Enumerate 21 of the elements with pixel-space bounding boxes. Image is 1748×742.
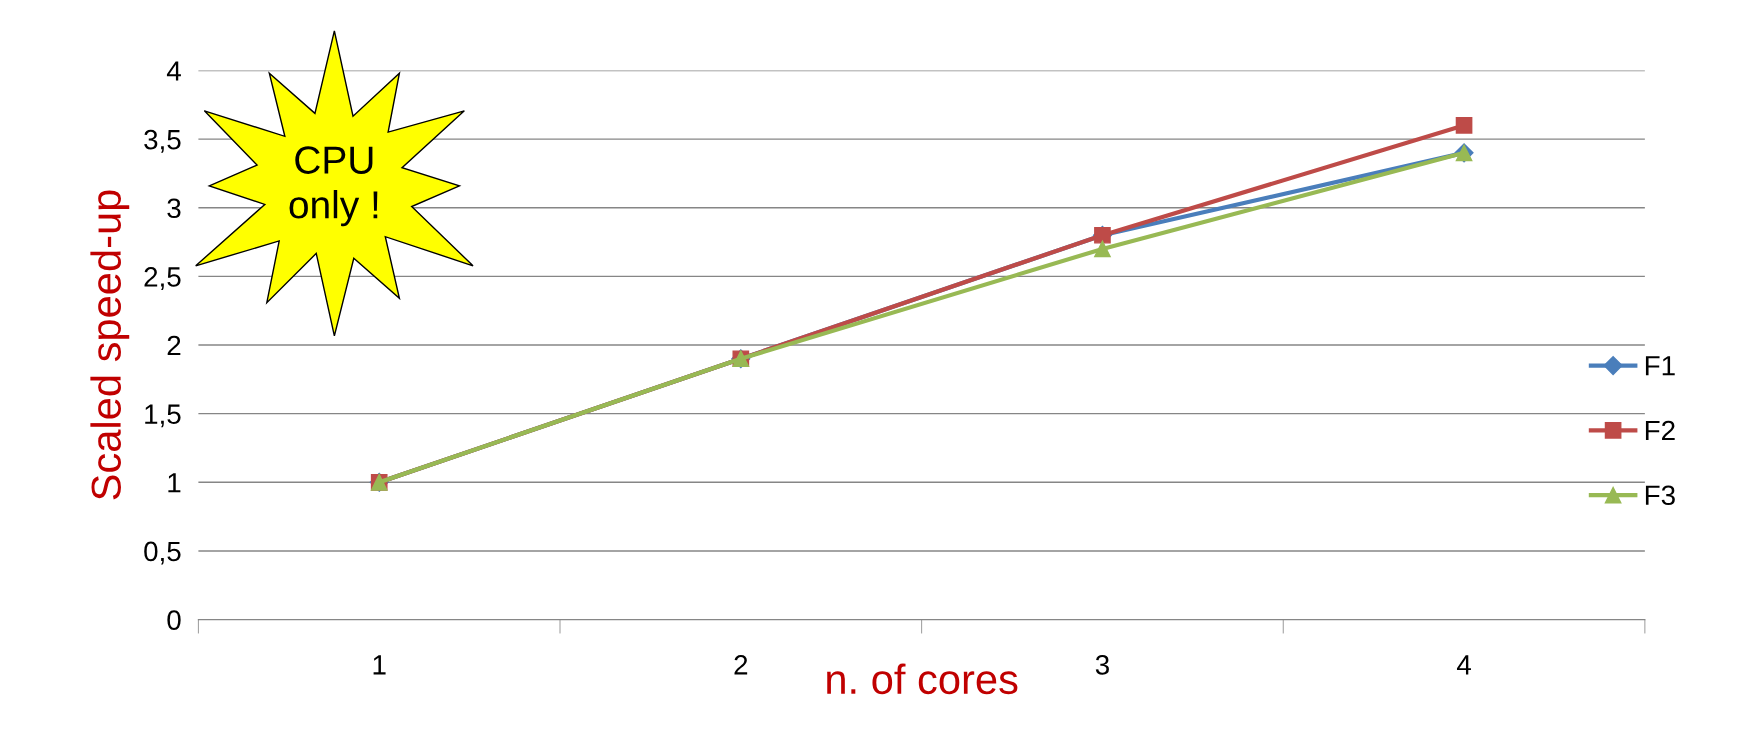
y-tick-label: 1 — [168, 473, 181, 493]
y-tick-label: 4 — [166, 61, 181, 81]
y-tick-label: 3 — [167, 198, 181, 219]
point — [1455, 117, 1473, 134]
x-tick-label: 2 — [734, 655, 748, 675]
annotation: CPU only ! — [289, 146, 378, 227]
x-axis-title: n. of cores — [827, 663, 1018, 695]
legend-label: F3 — [1645, 485, 1675, 506]
legend-label: F2 — [1645, 420, 1675, 441]
y-tick-label: 3,5 — [144, 129, 181, 153]
legend-label: F1 — [1645, 356, 1675, 376]
y-tick-label: 0 — [167, 610, 181, 630]
y-tick-label: 2 — [167, 335, 181, 356]
x-tick-label: 1 — [373, 655, 386, 675]
y-axis-title: Scaled speed-up — [90, 190, 130, 500]
y-tick-label: 0,5 — [144, 541, 181, 565]
x-tick-label: 3 — [1095, 655, 1109, 675]
y-tick-label: 2,5 — [144, 267, 181, 291]
point — [1094, 240, 1111, 258]
y-tick-label: 1,5 — [145, 404, 181, 428]
x-tick-label: 4 — [1456, 655, 1471, 675]
